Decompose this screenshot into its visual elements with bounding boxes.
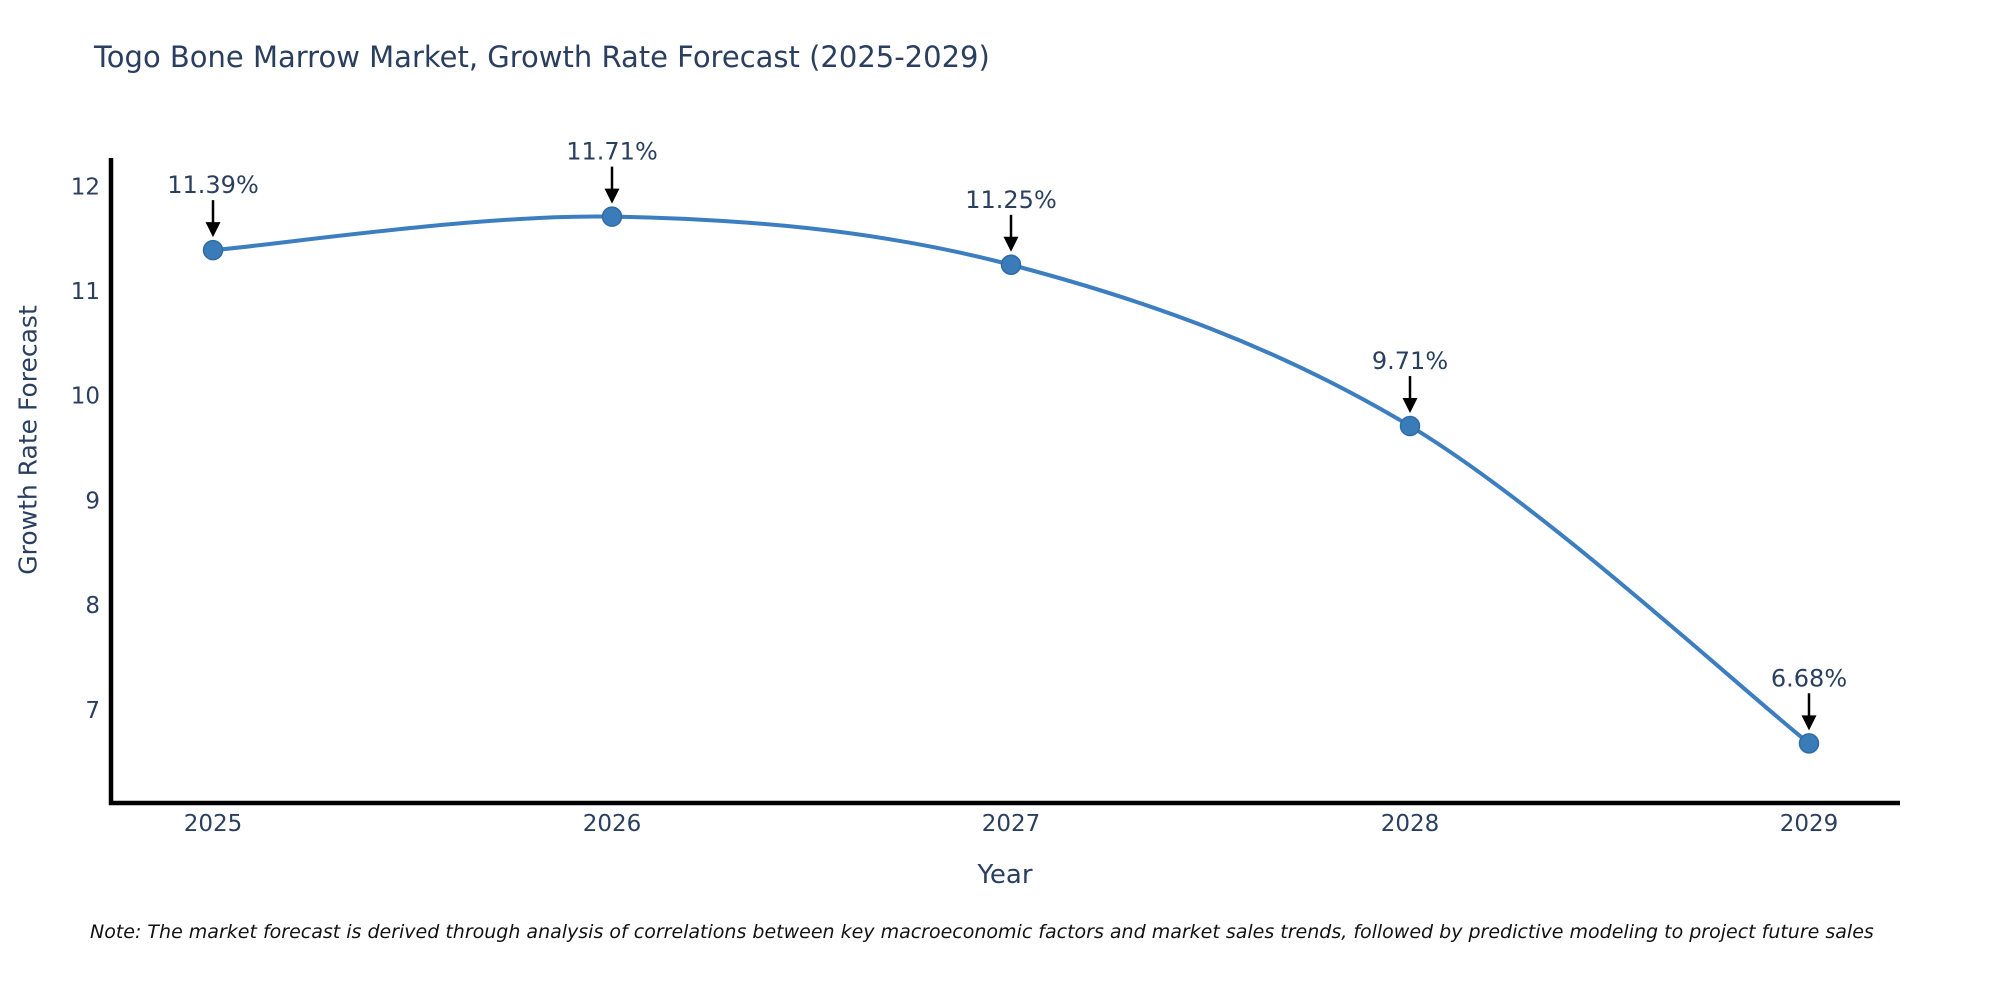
data-point-marker[interactable] xyxy=(1000,254,1022,276)
axes-spines xyxy=(108,158,1900,806)
y-tick-label: 9 xyxy=(85,488,100,514)
footnote: Note: The market forecast is derived thr… xyxy=(90,921,1874,943)
y-axis-title: Growth Rate Forecast xyxy=(13,305,43,575)
data-point-label: 11.25% xyxy=(965,186,1057,214)
annotation-arrow-head xyxy=(1003,236,1019,252)
data-point-label: 11.39% xyxy=(167,171,259,199)
annotation-arrow-head xyxy=(1801,715,1817,731)
y-tick-label: 10 xyxy=(71,384,100,410)
data-point-marker[interactable] xyxy=(601,206,623,227)
x-tick-label: 2026 xyxy=(583,811,642,837)
data-point-marker[interactable] xyxy=(202,239,224,261)
data-point-label: 6.68% xyxy=(1771,664,1847,692)
data-point-label: 11.71% xyxy=(566,138,658,166)
data-point-marker[interactable] xyxy=(1798,733,1820,754)
chart-title: Togo Bone Marrow Market, Growth Rate For… xyxy=(94,40,990,74)
y-tick-label: 8 xyxy=(85,593,100,619)
x-tick-label: 2029 xyxy=(1780,811,1839,837)
x-tick-label: 2025 xyxy=(184,811,243,837)
data-point-marker[interactable] xyxy=(1399,415,1421,437)
forecast-line xyxy=(211,214,1811,746)
y-tick-label: 12 xyxy=(71,174,100,200)
x-axis-title: Year xyxy=(977,860,1033,890)
x-tick-label: 2027 xyxy=(982,811,1041,837)
data-point-label: 9.71% xyxy=(1372,347,1448,375)
x-tick-label: 2028 xyxy=(1381,811,1440,837)
y-tick-label: 7 xyxy=(85,698,100,724)
annotation-arrow-head xyxy=(205,222,221,238)
annotation-arrow-head xyxy=(604,188,620,204)
annotation-arrow-head xyxy=(1402,398,1418,414)
y-tick-label: 11 xyxy=(71,279,100,305)
